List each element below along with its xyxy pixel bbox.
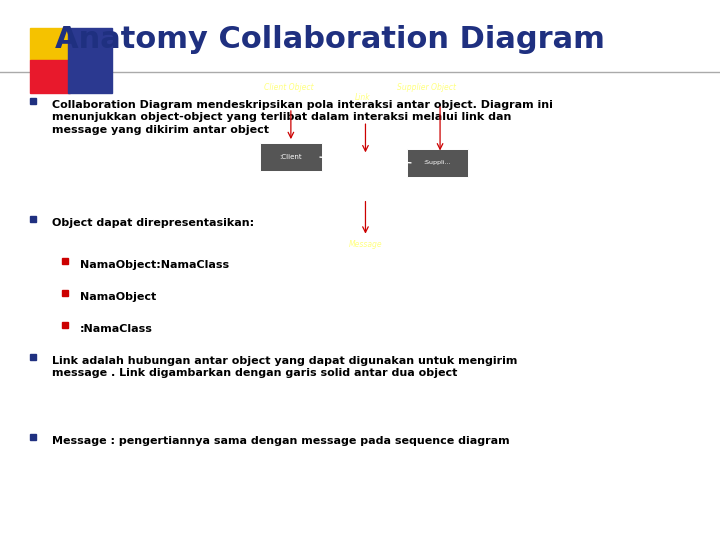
Text: 1: Perform Responsibility: 1: Perform Responsibility: [328, 172, 394, 177]
Text: Anatomy Collaboration Diagram: Anatomy Collaboration Diagram: [55, 25, 605, 55]
FancyBboxPatch shape: [407, 148, 468, 177]
Text: Link: Link: [355, 93, 371, 102]
Bar: [30, 28, 70, 60]
Bar: [30, 60, 70, 93]
Text: NamaObject:NamaClass: NamaObject:NamaClass: [80, 260, 229, 270]
Text: Link adalah hubungan antar object yang dapat digunakan untuk mengirim
message . : Link adalah hubungan antar object yang d…: [52, 356, 518, 379]
Text: Supplier Object: Supplier Object: [397, 83, 456, 92]
Bar: [68, 28, 112, 93]
Text: Message : pengertiannya sama dengan message pada sequence diagram: Message : pengertiannya sama dengan mess…: [52, 436, 510, 446]
Bar: [30, 215, 36, 221]
Text: Object dapat direpresentasikan:: Object dapat direpresentasikan:: [52, 218, 254, 228]
Text: Client Object: Client Object: [264, 83, 314, 92]
Text: Message: Message: [348, 240, 382, 249]
Bar: [62, 289, 68, 295]
FancyBboxPatch shape: [260, 143, 322, 171]
Bar: [30, 354, 36, 360]
Bar: [30, 98, 36, 104]
Text: Collaboration Diagram mendeskripsikan pola interaksi antar object. Diagram ini
m: Collaboration Diagram mendeskripsikan po…: [52, 100, 553, 135]
Text: :Suppli...: :Suppli...: [423, 160, 451, 165]
Bar: [30, 434, 36, 440]
Text: NamaObject: NamaObject: [80, 292, 156, 302]
Bar: [62, 258, 68, 264]
Text: :Client: :Client: [279, 154, 302, 160]
Text: :NamaClass: :NamaClass: [80, 324, 153, 334]
Bar: [62, 322, 68, 328]
